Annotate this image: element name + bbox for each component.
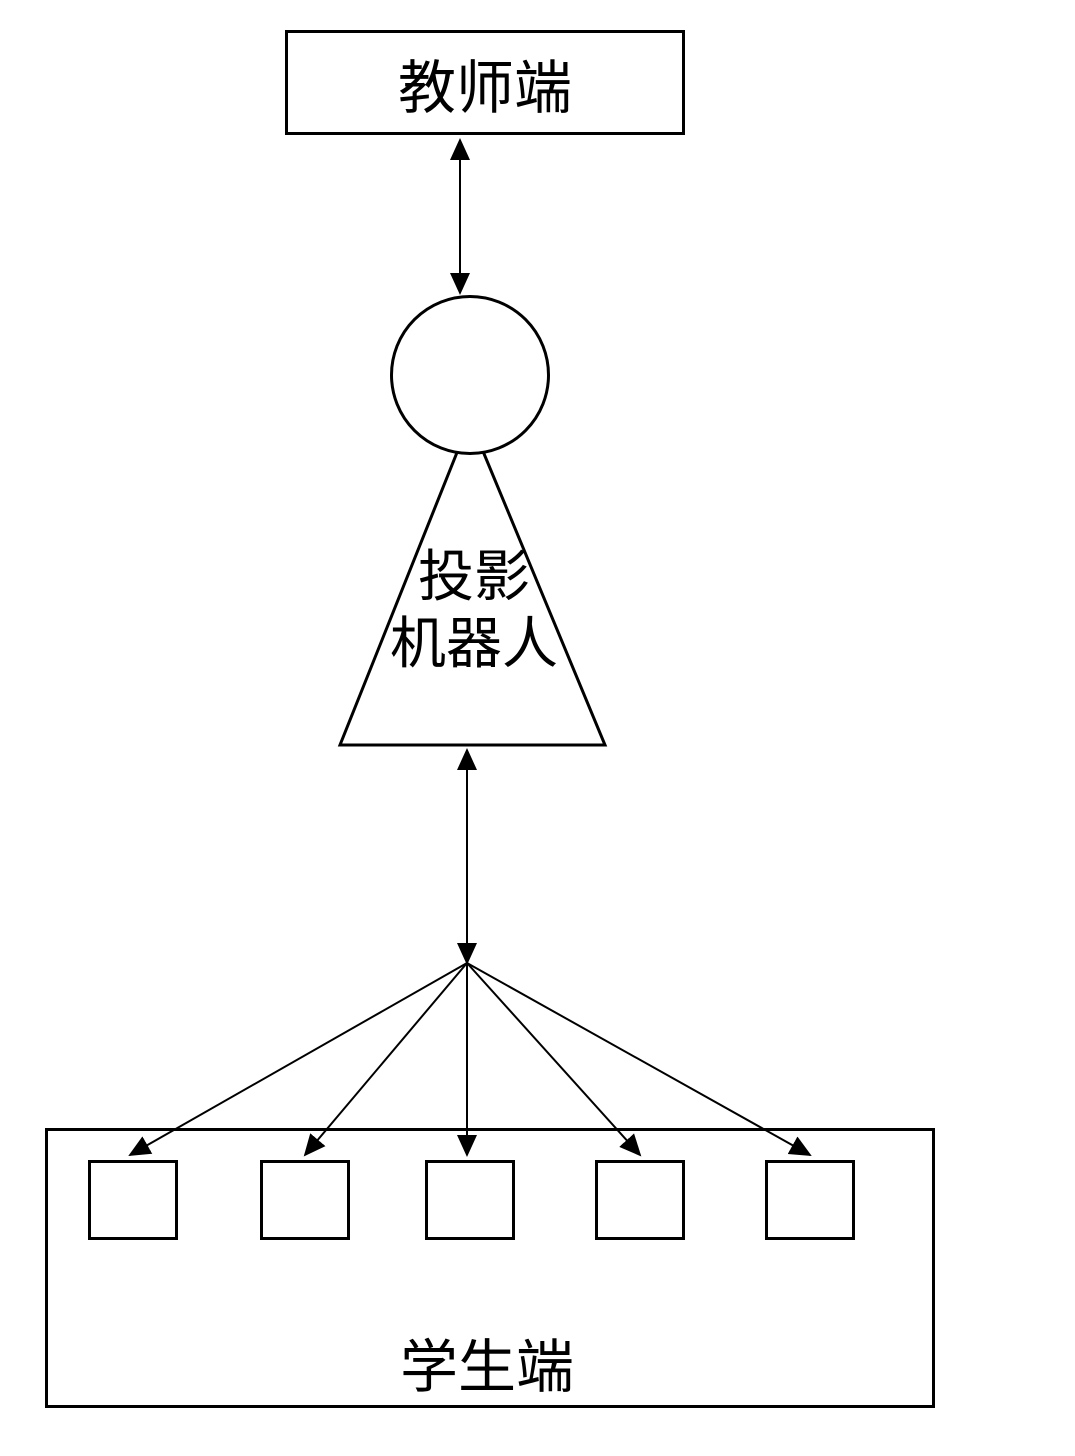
- diagram-container: 教师端 投影 机器人 学生端: [0, 0, 1075, 1456]
- teacher-node: 教师端: [285, 30, 685, 135]
- arrow-fan-5: [467, 963, 810, 1155]
- teacher-label: 教师端: [398, 41, 572, 125]
- student-box-5: [765, 1160, 855, 1240]
- student-box-1: [88, 1160, 178, 1240]
- robot-label-line2: 机器人: [390, 614, 558, 676]
- arrow-fan-4: [467, 963, 640, 1155]
- robot-label-line1: 投影: [418, 547, 530, 609]
- student-label-text: 学生端: [400, 1335, 574, 1400]
- robot-label: 投影 机器人: [390, 545, 558, 679]
- arrow-fan-2: [305, 963, 467, 1155]
- arrow-fan-1: [130, 963, 467, 1155]
- robot-head-circle: [390, 295, 550, 455]
- student-box-3: [425, 1160, 515, 1240]
- student-label: 学生端: [400, 1320, 574, 1404]
- student-box-2: [260, 1160, 350, 1240]
- student-box-4: [595, 1160, 685, 1240]
